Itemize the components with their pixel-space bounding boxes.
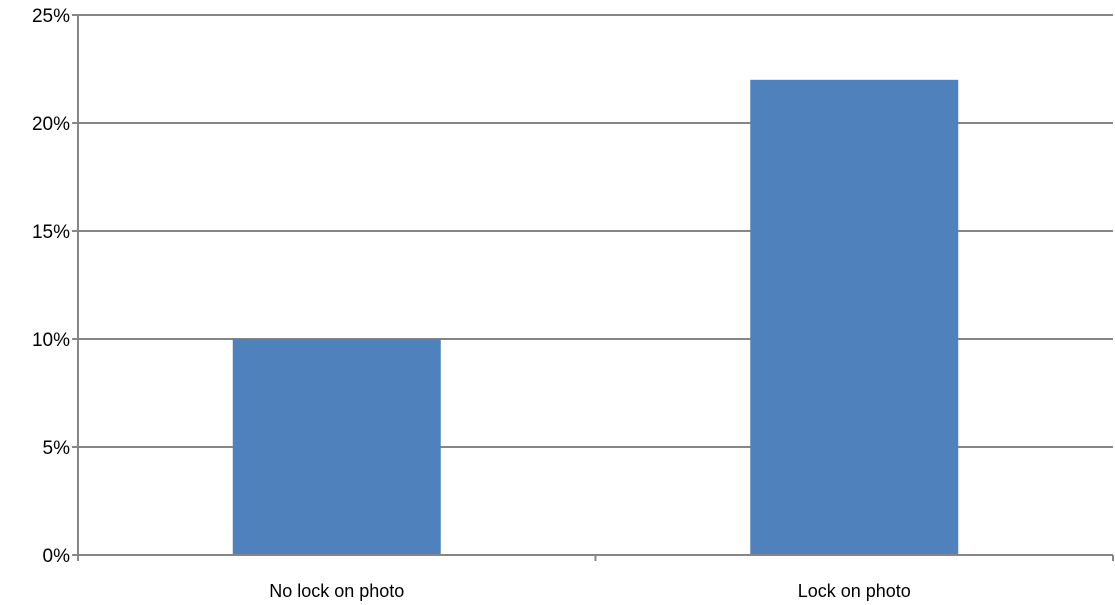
x-category-label-0: No lock on photo [269, 581, 404, 601]
y-tick-label-4: 20% [32, 114, 70, 135]
y-tick-label-2: 10% [32, 330, 70, 351]
x-category-label-1: Lock on photo [798, 581, 911, 601]
bar-0 [232, 339, 441, 555]
bars [232, 79, 959, 556]
bar-1 [750, 79, 959, 556]
axes [72, 14, 1114, 561]
y-tick-label-1: 5% [43, 438, 71, 459]
y-tick-label-3: 15% [32, 222, 70, 243]
y-tick-label-0: 0% [43, 546, 71, 567]
labels: 0% 5% 10% 15% 20% 25% No lock on photo Lock on … [32, 6, 911, 601]
y-tick-label-5: 25% [32, 6, 70, 27]
